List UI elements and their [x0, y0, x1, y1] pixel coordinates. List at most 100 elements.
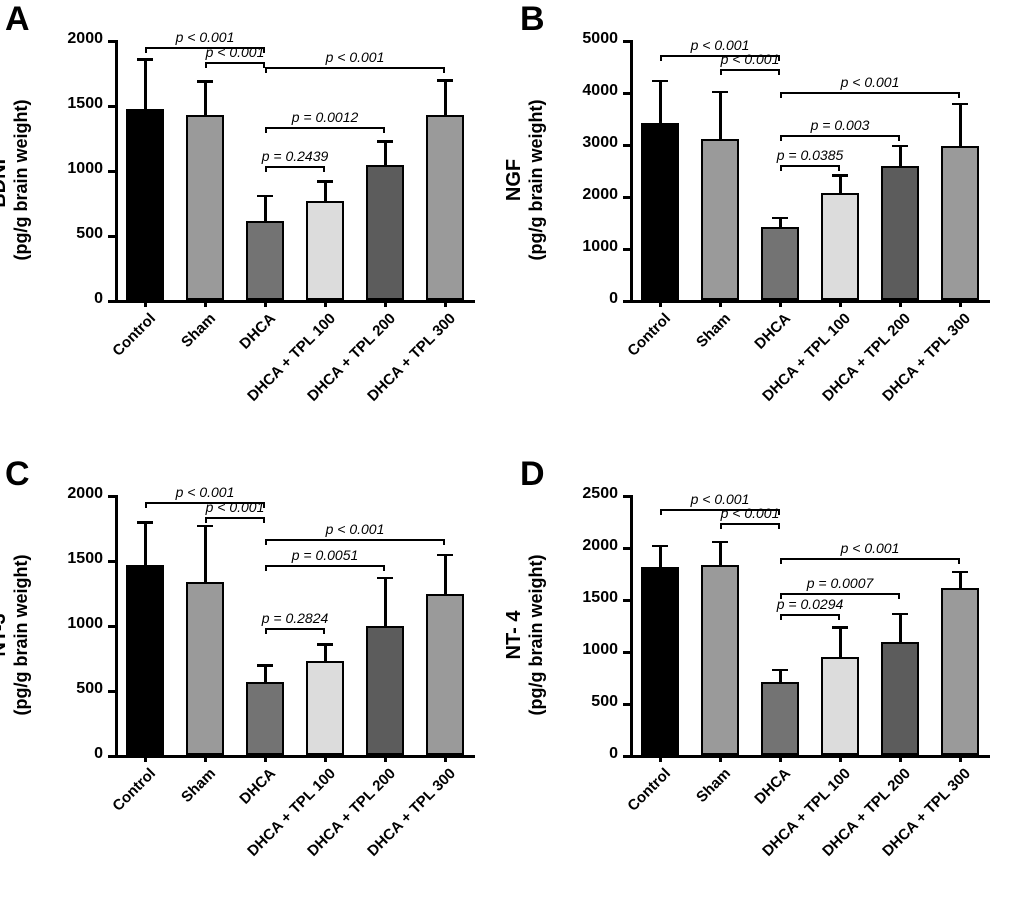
significance-label: p = 0.0007: [795, 575, 885, 591]
panel-A: A0500100015002000BDNF(pg/g brain weight)…: [5, 0, 505, 440]
significance-label: p < 0.001: [705, 505, 795, 521]
panel-D: D05001000150020002500NT- 4(pg/g brain we…: [520, 455, 1020, 895]
significance-label: p = 0.2824: [250, 610, 340, 626]
ytick-label: 1500: [563, 589, 618, 607]
bar: [246, 682, 283, 755]
x-axis: [115, 755, 475, 758]
xtick-label: Sham: [178, 310, 219, 351]
bar: [941, 146, 978, 300]
xtick-label: Sham: [693, 765, 734, 806]
y-axis-label: NT- 4(pg/g brain weight): [503, 535, 547, 735]
significance-label: p < 0.001: [190, 499, 280, 515]
y-axis-label: BDNF(pg/g brain weight): [0, 80, 32, 280]
panel-label-C: C: [5, 455, 30, 494]
significance-label: p < 0.001: [190, 44, 280, 60]
significance-label: p = 0.0385: [765, 147, 855, 163]
significance-label: p < 0.001: [705, 51, 795, 67]
xtick-label: DHCA: [751, 310, 794, 353]
ytick-label: 2500: [563, 485, 618, 503]
y-axis: [630, 40, 633, 300]
y-axis-label: NT-3(pg/g brain weight): [0, 535, 32, 735]
ytick-label: 5000: [563, 30, 618, 48]
y-axis-label-main: NT- 4: [503, 611, 525, 660]
significance-label: p = 0.0012: [280, 109, 370, 125]
significance-label: p < 0.001: [825, 74, 915, 90]
y-axis-label-unit: (pg/g brain weight): [11, 80, 32, 280]
y-axis-label: NGF(pg/g brain weight): [503, 80, 547, 280]
significance-label: p < 0.001: [310, 49, 400, 65]
bar: [306, 661, 343, 755]
panel-label-D: D: [520, 455, 545, 494]
ytick-label: 2000: [563, 537, 618, 555]
xtick-label: Sham: [693, 310, 734, 351]
bar: [366, 165, 403, 300]
bar: [821, 193, 858, 300]
significance-label: p < 0.001: [825, 540, 915, 556]
y-axis-label-main: NT-3: [0, 613, 10, 656]
ytick-label: 500: [563, 693, 618, 711]
ytick-label: 1000: [48, 160, 103, 178]
xtick-label: Control: [109, 310, 159, 360]
y-axis-label-main: BDNF: [0, 152, 10, 208]
bar: [761, 227, 798, 300]
significance-label: p < 0.001: [310, 521, 400, 537]
bar: [761, 682, 798, 755]
y-axis: [630, 495, 633, 755]
bar: [941, 588, 978, 755]
ytick-label: 1000: [48, 615, 103, 633]
xtick-label: Control: [624, 310, 674, 360]
x-axis: [630, 755, 990, 758]
xtick-label: Control: [109, 765, 159, 815]
significance-label: p < 0.001: [160, 29, 250, 45]
bar: [366, 626, 403, 755]
panel-label-A: A: [5, 0, 30, 39]
significance-label: p = 0.003: [795, 117, 885, 133]
ytick-label: 0: [48, 745, 103, 763]
bar: [126, 565, 163, 755]
ytick-label: 2000: [48, 30, 103, 48]
ytick-label: 1500: [48, 95, 103, 113]
significance-label: p = 0.0051: [280, 547, 370, 563]
bar: [186, 115, 223, 300]
xtick-label: Sham: [178, 765, 219, 806]
ytick-label: 0: [48, 290, 103, 308]
bar: [881, 642, 918, 755]
bar: [306, 201, 343, 300]
x-axis: [115, 300, 475, 303]
bar: [246, 221, 283, 300]
ytick-label: 500: [48, 680, 103, 698]
y-axis: [115, 40, 118, 300]
ytick-label: 0: [563, 290, 618, 308]
bar: [821, 657, 858, 755]
figure: A0500100015002000BDNF(pg/g brain weight)…: [0, 0, 1020, 901]
y-axis-label-unit: (pg/g brain weight): [526, 535, 547, 735]
xtick-label: DHCA: [751, 765, 794, 808]
xtick-label: Control: [624, 765, 674, 815]
ytick-label: 2000: [563, 186, 618, 204]
bar: [641, 567, 678, 755]
ytick-label: 1000: [563, 238, 618, 256]
panel-label-B: B: [520, 0, 545, 39]
significance-label: p < 0.001: [160, 484, 250, 500]
bar: [881, 166, 918, 300]
bar: [701, 139, 738, 300]
ytick-label: 4000: [563, 82, 618, 100]
panel-C: C0500100015002000NT-3(pg/g brain weight)…: [5, 455, 505, 895]
bar: [426, 594, 463, 755]
panel-B: B010002000300040005000NGF(pg/g brain wei…: [520, 0, 1020, 440]
ytick-label: 3000: [563, 134, 618, 152]
significance-label: p = 0.2439: [250, 148, 340, 164]
y-axis-label-unit: (pg/g brain weight): [526, 80, 547, 280]
ytick-label: 2000: [48, 485, 103, 503]
bar: [426, 115, 463, 300]
bar: [641, 123, 678, 300]
xtick-label: DHCA: [236, 310, 279, 353]
bar: [701, 565, 738, 755]
x-axis: [630, 300, 990, 303]
xtick-label: DHCA: [236, 765, 279, 808]
y-axis-label-unit: (pg/g brain weight): [11, 535, 32, 735]
y-axis-label-main: NGF: [503, 159, 525, 201]
ytick-label: 1500: [48, 550, 103, 568]
ytick-label: 1000: [563, 641, 618, 659]
ytick-label: 0: [563, 745, 618, 763]
